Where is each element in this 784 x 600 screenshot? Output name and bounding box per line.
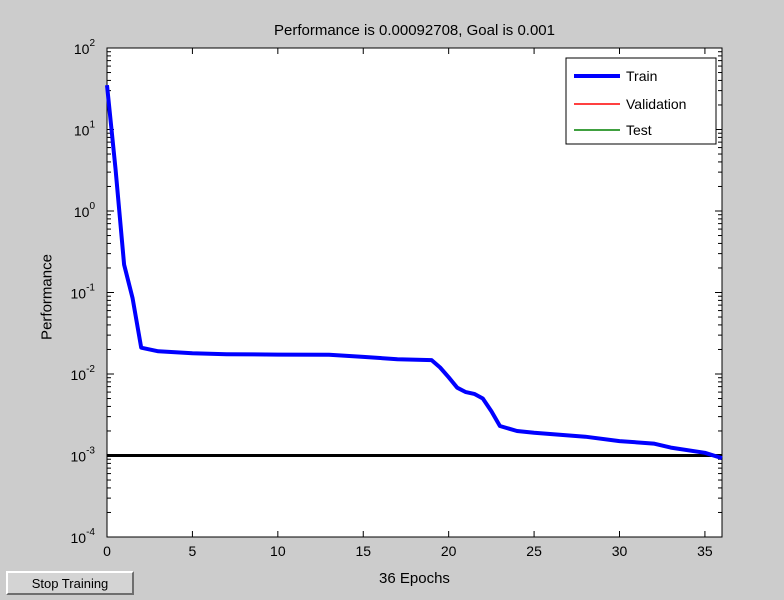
x-tick-label: 15 [355, 543, 371, 559]
stop-training-button[interactable]: Stop Training [6, 571, 134, 595]
x-tick-label: 25 [526, 543, 542, 559]
x-tick-label: 0 [103, 543, 111, 559]
x-tick-label: 20 [441, 543, 457, 559]
chart-title: Performance is 0.00092708, Goal is 0.001 [273, 22, 555, 39]
y-tick-label: 10-1 [71, 283, 96, 302]
legend-test-label: Test [626, 122, 652, 138]
x-tick-label: 35 [697, 543, 713, 559]
y-tick-label: 101 [74, 120, 96, 139]
y-tick-label: 102 [74, 38, 96, 57]
x-axis-label: 36 Epochs [379, 570, 450, 587]
y-tick-label: 10-4 [71, 527, 96, 546]
legend-validation-label: Validation [626, 96, 686, 112]
y-axis-label: Performance [38, 254, 56, 340]
ticks-layer: 0 5 10 15 20 25 30 35 102 101 100 10-1 10-2 10-3 10-4 [71, 38, 722, 559]
train-series-line [105, 84, 723, 461]
x-tick-label: 5 [189, 543, 197, 559]
legend-train-label: Train [626, 68, 657, 84]
x-tick-label: 30 [612, 543, 628, 559]
y-tick-label: 100 [74, 201, 96, 220]
x-tick-label: 10 [270, 543, 286, 559]
legend: Train Validation Test [565, 57, 717, 145]
y-tick-label: 10-2 [71, 364, 96, 383]
y-tick-label: 10-3 [71, 446, 96, 465]
